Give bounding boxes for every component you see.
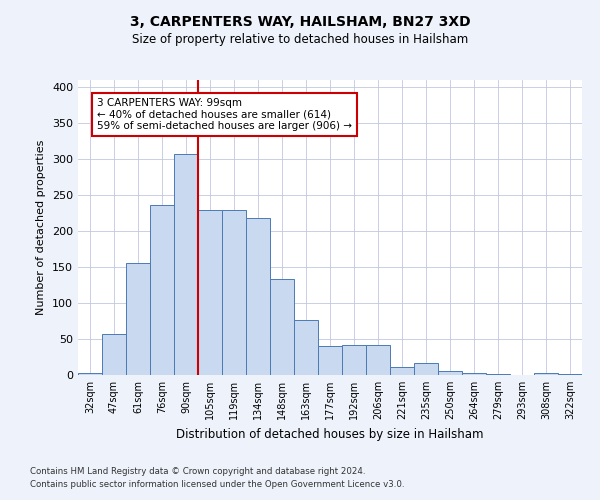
Bar [534,373,558,375]
Text: Size of property relative to detached houses in Hailsham: Size of property relative to detached ho… [132,32,468,46]
Bar [294,320,318,375]
Bar [318,346,342,375]
Text: 3, CARPENTERS WAY, HAILSHAM, BN27 3XD: 3, CARPENTERS WAY, HAILSHAM, BN27 3XD [130,15,470,29]
Bar [198,210,222,375]
Bar [390,367,414,375]
Bar [174,154,198,375]
Bar [126,264,150,375]
Text: Contains public sector information licensed under the Open Government Licence v3: Contains public sector information licen… [30,480,404,489]
Bar [222,210,246,375]
Bar [102,334,126,375]
Bar [78,373,102,375]
Bar [462,373,486,375]
X-axis label: Distribution of detached houses by size in Hailsham: Distribution of detached houses by size … [176,428,484,440]
Text: 3 CARPENTERS WAY: 99sqm
← 40% of detached houses are smaller (614)
59% of semi-d: 3 CARPENTERS WAY: 99sqm ← 40% of detache… [97,98,352,131]
Bar [438,370,462,375]
Bar [150,205,174,375]
Bar [486,374,510,375]
Bar [366,345,390,375]
Bar [270,280,294,375]
Bar [342,345,366,375]
Bar [414,363,438,375]
Y-axis label: Number of detached properties: Number of detached properties [37,140,46,315]
Bar [558,374,582,375]
Bar [246,218,270,375]
Text: Contains HM Land Registry data © Crown copyright and database right 2024.: Contains HM Land Registry data © Crown c… [30,467,365,476]
